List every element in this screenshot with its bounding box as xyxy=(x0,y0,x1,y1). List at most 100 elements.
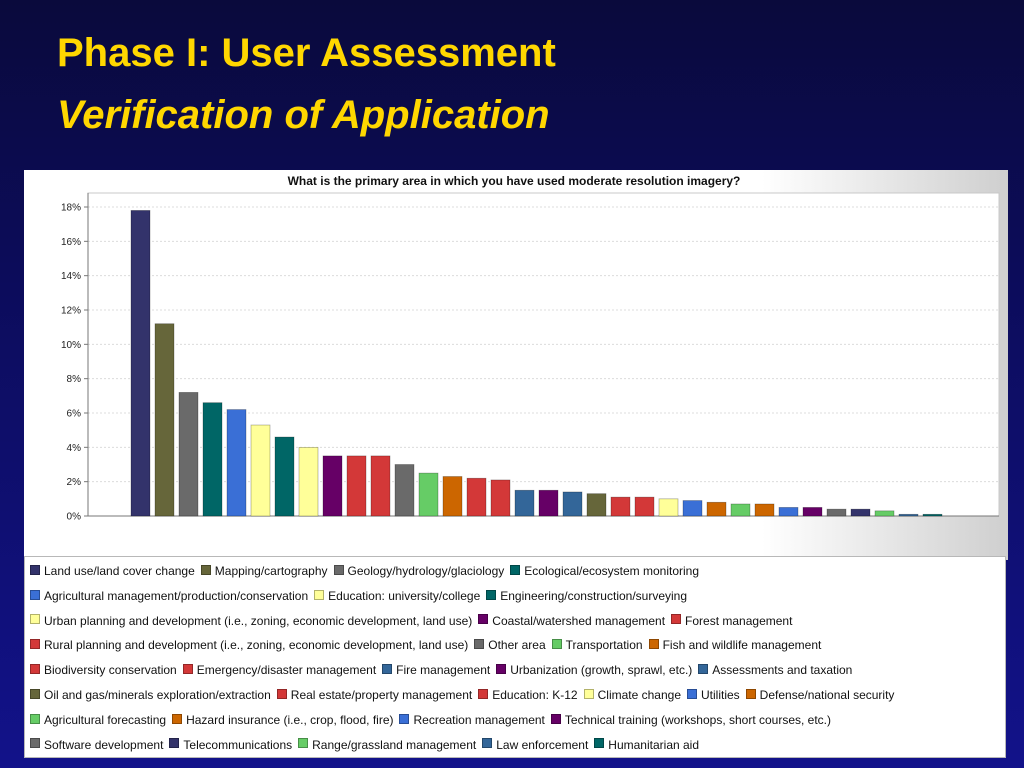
legend-label: Hazard insurance (i.e., crop, flood, fir… xyxy=(186,712,394,727)
legend-swatch xyxy=(30,738,40,749)
bar: Engineering/construction/surveying xyxy=(274,436,295,517)
legend-swatch xyxy=(30,688,40,699)
bar: Agricultural management/production/conse… xyxy=(226,409,247,517)
legend-row: Land use/land cover change Mapping/cartog… xyxy=(30,560,705,580)
bar: Mapping/cartography xyxy=(154,323,175,517)
legend-label: Agricultural forecasting xyxy=(44,712,167,727)
legend-item: Mapping/cartography xyxy=(200,560,328,581)
legend-swatch xyxy=(182,664,193,675)
legend-item: Engineering/construction/surveying xyxy=(486,585,687,606)
y-tick-label: 12% xyxy=(61,306,81,317)
legend-item: Biodiversity conservation xyxy=(30,659,177,680)
y-tick-label: 6% xyxy=(67,409,82,420)
legend-swatch xyxy=(478,688,489,699)
legend-item: Ecological/ecosystem monitoring xyxy=(510,560,699,581)
y-tick-label: 8% xyxy=(67,374,82,385)
bar: Urbanization (growth, sprawl, etc.) xyxy=(538,489,559,517)
legend-swatch xyxy=(510,564,521,575)
legend-label: Fish and wildlife management xyxy=(662,638,822,653)
legend-label: Oil and gas/minerals exploration/extract… xyxy=(44,687,271,702)
legend-swatch xyxy=(687,688,697,699)
bar: Biodiversity conservation xyxy=(466,477,487,517)
legend-item: Coastal/watershed management xyxy=(478,610,665,631)
legend-label: Transportation xyxy=(565,638,643,653)
bar: Oil and gas/minerals exploration/extract… xyxy=(586,493,607,517)
legend-item: Transportation xyxy=(551,634,643,655)
chart-title: What is the primary area in which you ha… xyxy=(288,174,741,188)
legend-item: Fire management xyxy=(382,659,490,680)
bar: Urban planning and development (i.e., zo… xyxy=(298,446,319,517)
legend-label: Software development xyxy=(44,737,164,752)
legend-label: Other area xyxy=(488,638,546,653)
bar: Emergency/disaster management xyxy=(490,479,511,517)
legend-swatch xyxy=(172,713,183,724)
chart-panel: What is the primary area in which you ha… xyxy=(24,170,1008,560)
legend-label: Real estate/property management xyxy=(290,687,473,702)
legend-item: Rural planning and development (i.e., zo… xyxy=(30,634,468,655)
legend-item: Fish and wildlife management xyxy=(648,634,822,655)
legend-label: Recreation management xyxy=(413,712,545,727)
legend-item: Recreation management xyxy=(399,709,545,730)
bar: Land use/land cover change xyxy=(130,210,151,517)
legend-item: Agricultural management/production/conse… xyxy=(30,585,308,606)
bar: Coastal/watershed management xyxy=(322,455,343,517)
slide-title: Phase I: User Assessment xyxy=(57,31,556,75)
bar: Fish and wildlife management xyxy=(442,476,463,517)
bar: Rural planning and development (i.e., zo… xyxy=(370,455,391,517)
legend-swatch xyxy=(298,738,309,749)
bar: Ecological/ecosystem monitoring xyxy=(202,402,223,517)
bar: Fire management xyxy=(514,489,535,517)
legend-swatch xyxy=(30,589,40,600)
bar: Other area xyxy=(394,464,415,517)
y-tick-label: 10% xyxy=(61,340,81,351)
slide-subtitle: Verification of Application xyxy=(57,93,550,137)
legend-label: Utilities xyxy=(701,687,740,702)
legend-label: Education: K-12 xyxy=(492,687,578,702)
legend-label: Fire management xyxy=(396,663,491,678)
legend-label: Law enforcement xyxy=(496,737,589,752)
legend-row: Agricultural forecasting Hazard insurance… xyxy=(30,709,837,729)
legend-item: Urban planning and development (i.e., zo… xyxy=(30,610,472,631)
bar: Humanitarian aid xyxy=(922,513,943,517)
legend-label: Forest management xyxy=(685,613,793,628)
legend-item: Urbanization (growth, sprawl, etc.) xyxy=(496,659,692,680)
legend-swatch xyxy=(482,738,493,749)
y-tick-label: 0% xyxy=(67,512,82,523)
bar: Law enforcement xyxy=(898,513,919,517)
legend-swatch xyxy=(671,614,682,625)
legend-swatch xyxy=(333,564,344,575)
legend-item: Utilities xyxy=(687,684,740,705)
bar: Assessments and taxation xyxy=(562,491,583,517)
bar-chart: What is the primary area in which you ha… xyxy=(61,174,1000,523)
legend-swatch xyxy=(550,713,561,724)
bar: Real estate/property management xyxy=(610,496,631,517)
y-tick-label: 16% xyxy=(61,237,81,248)
legend-swatch xyxy=(30,664,40,675)
legend-item: Technical training (workshops, short cou… xyxy=(550,709,832,730)
legend-swatch xyxy=(200,564,211,575)
legend-item: Forest management xyxy=(671,610,792,631)
legend-item: Other area xyxy=(474,634,546,655)
legend-label: Range/grassland management xyxy=(312,737,477,752)
legend-label: Coastal/watershed management xyxy=(492,613,666,628)
legend-item: Software development xyxy=(30,734,163,755)
legend-row: Agricultural management/production/conse… xyxy=(30,585,693,605)
legend-label: Engineering/construction/surveying xyxy=(500,588,688,603)
legend-label: Climate change xyxy=(597,687,681,702)
legend-swatch xyxy=(486,589,497,600)
legend-swatch xyxy=(551,639,562,650)
legend-row: Software development Telecommunications Ra… xyxy=(30,734,705,754)
y-tick-label: 14% xyxy=(61,271,81,282)
legend-swatch xyxy=(583,688,594,699)
chart-legend: Land use/land cover change Mapping/cartog… xyxy=(24,556,1006,758)
legend-item: Telecommunications xyxy=(169,734,292,755)
legend-swatch xyxy=(30,564,40,575)
bar: Technical training (workshops, short cou… xyxy=(802,507,823,517)
legend-item: Humanitarian aid xyxy=(594,734,699,755)
bar: Forest management xyxy=(346,455,367,517)
legend-swatch xyxy=(474,639,485,650)
legend-label: Emergency/disaster management xyxy=(196,663,377,678)
legend-item: Real estate/property management xyxy=(276,684,473,705)
y-tick-label: 18% xyxy=(61,203,81,214)
legend-label: Technical training (workshops, short cou… xyxy=(564,712,832,727)
